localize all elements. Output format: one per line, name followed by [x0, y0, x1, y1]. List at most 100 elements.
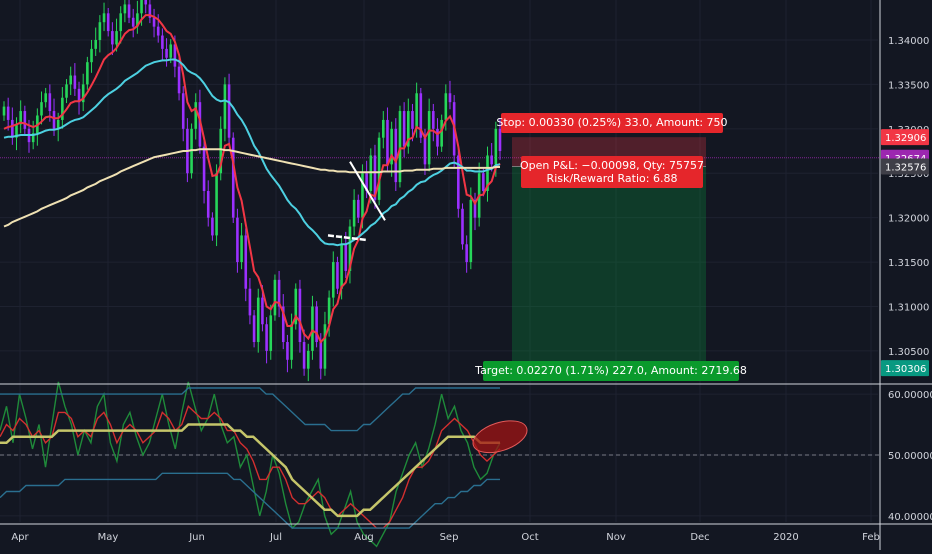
candle — [265, 324, 268, 351]
slow-ma-line — [3, 148, 500, 228]
candle — [482, 173, 485, 191]
pnl-label-text: Risk/Reward Ratio: 6.88 — [547, 172, 678, 185]
y-tick-label: 1.31500 — [888, 258, 929, 269]
candle — [227, 84, 231, 138]
candle — [40, 102, 43, 116]
candle — [444, 93, 448, 120]
candle — [119, 13, 123, 32]
candle — [131, 17, 135, 27]
candle — [52, 111, 56, 129]
candle — [457, 155, 460, 209]
candle — [440, 119, 443, 147]
candle — [223, 84, 227, 129]
y-tick-label: 1.32000 — [888, 214, 929, 225]
osc-lower-band — [0, 472, 500, 529]
pnl-label-box — [521, 156, 703, 188]
candle — [277, 279, 281, 307]
highlight-ellipse[interactable] — [469, 415, 531, 459]
candle — [98, 22, 102, 40]
candle — [69, 75, 72, 85]
candle — [177, 66, 181, 94]
candle — [73, 75, 77, 89]
trend-line-horizontal[interactable] — [327, 234, 367, 242]
osc-ma-line — [0, 423, 500, 518]
medium-ma-line — [3, 58, 501, 247]
osc-rsi-line — [0, 381, 501, 548]
y-tick-label: 1.32500 — [888, 169, 929, 180]
candle — [169, 44, 173, 58]
candle — [86, 62, 89, 85]
drawings-layer[interactable] — [327, 161, 386, 242]
candle — [90, 48, 93, 63]
candle — [323, 324, 327, 369]
price-label-text: 1.32576 — [885, 162, 926, 173]
candle — [144, 0, 148, 5]
candle — [252, 315, 256, 343]
candle — [23, 111, 27, 129]
candle — [123, 4, 127, 14]
candle — [236, 217, 239, 263]
candle — [461, 208, 464, 245]
candle — [302, 342, 306, 369]
price-label-text: 1.32906 — [885, 133, 926, 144]
candle — [294, 288, 298, 325]
candle — [173, 44, 177, 67]
x-tick-label-aug: Aug — [354, 532, 374, 543]
osc-y-tick-label: 50.00000 — [888, 451, 932, 462]
candle — [415, 93, 418, 129]
candle — [31, 133, 35, 143]
candle — [490, 155, 493, 165]
candle — [432, 111, 435, 129]
candle — [419, 93, 423, 138]
candle — [244, 235, 248, 289]
candle — [398, 111, 402, 183]
pnl-label[interactable]: Open P&L: −0.00098, Qty: 75757Risk/Rewar… — [520, 156, 704, 188]
candle — [215, 173, 218, 236]
candle — [373, 155, 377, 200]
candle — [331, 262, 335, 298]
candle — [411, 111, 414, 129]
x-tick-label-oct: Oct — [521, 532, 538, 543]
x-tick-label-jun: Jun — [188, 532, 205, 543]
candle — [111, 31, 114, 45]
x-tick-label-jul: Jul — [269, 532, 282, 543]
osc-y-tick-label: 40.00000 — [888, 512, 932, 523]
grid-layer — [0, 0, 880, 522]
candle — [256, 297, 260, 343]
candle — [206, 191, 210, 218]
candle — [127, 4, 131, 18]
candle — [261, 297, 264, 325]
candle — [494, 128, 498, 165]
candle — [340, 244, 343, 289]
candle — [44, 93, 47, 103]
trend-line-diagonal[interactable] — [349, 161, 386, 221]
candle — [465, 244, 468, 263]
candle — [311, 306, 314, 351]
stop-label-box — [501, 113, 723, 133]
candle — [273, 279, 277, 316]
target-label[interactable]: Target: 0.02270 (1.71%) 227.0, Amount: 2… — [474, 361, 747, 381]
x-tick-label-feb: Feb — [862, 532, 880, 543]
candle — [202, 146, 206, 191]
candle — [94, 39, 97, 49]
candle — [327, 297, 331, 325]
candle — [77, 88, 81, 103]
candle — [161, 35, 164, 49]
candle — [498, 128, 502, 152]
candle — [11, 119, 14, 138]
candle — [306, 350, 310, 369]
stop-label[interactable]: Stop: 0.00330 (0.25%) 33.0, Amount: 750 — [496, 113, 728, 133]
price-label-badge — [881, 360, 929, 377]
target-zone[interactable] — [512, 166, 706, 369]
x-tick-label-apr: Apr — [11, 532, 29, 543]
candle — [469, 199, 473, 263]
osc-upper-band — [0, 387, 500, 432]
x-tick-label-dec: Dec — [690, 532, 709, 543]
candle — [248, 288, 252, 316]
candle — [269, 315, 273, 351]
candle — [106, 13, 110, 32]
